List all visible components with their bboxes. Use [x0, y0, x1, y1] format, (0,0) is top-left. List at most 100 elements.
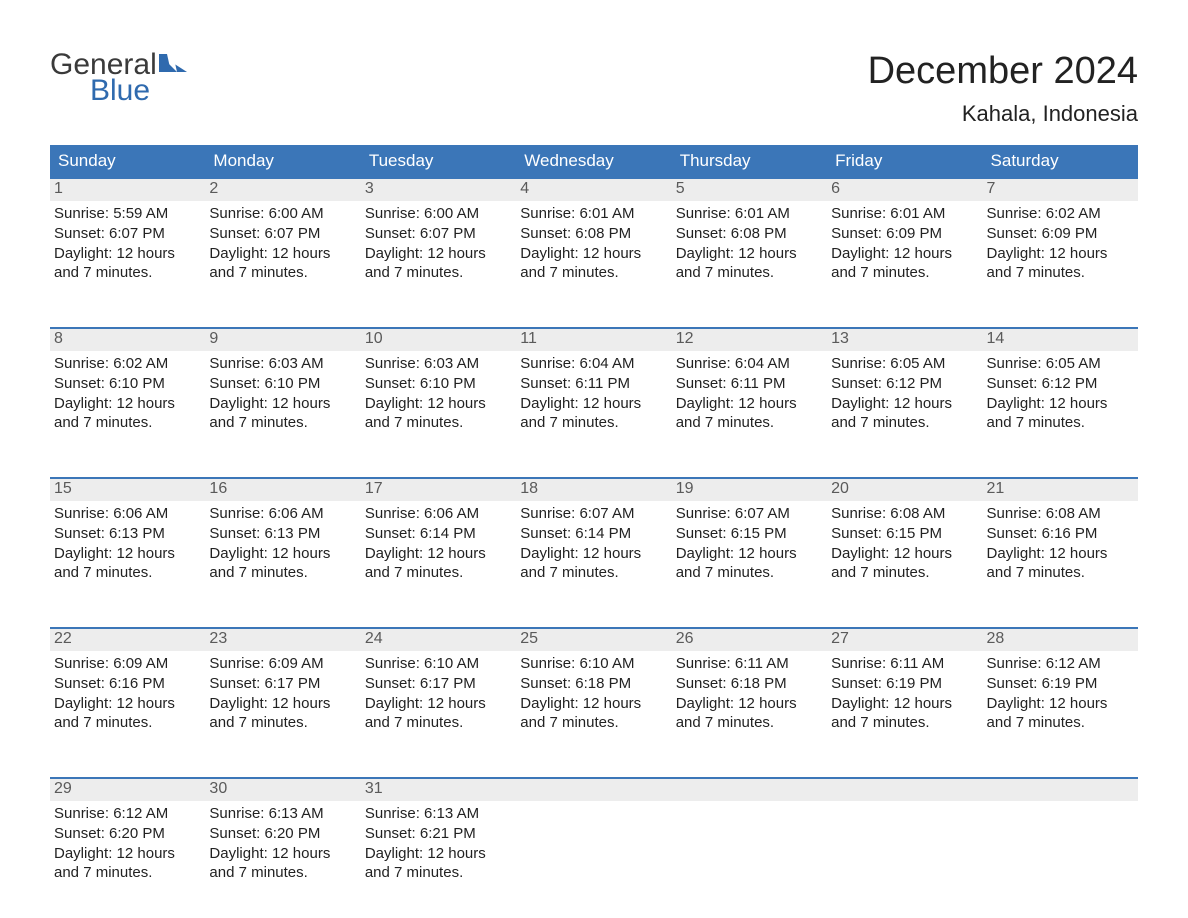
sunrise-line: Sunrise: 6:05 AM — [831, 355, 978, 374]
sunrise-line: Sunrise: 6:03 AM — [365, 355, 512, 374]
daylight-line-1: Daylight: 12 hours — [365, 245, 512, 264]
calendar-cell: 1Sunrise: 5:59 AMSunset: 6:07 PMDaylight… — [50, 179, 205, 299]
cell-body: Sunrise: 6:02 AMSunset: 6:10 PMDaylight:… — [50, 351, 205, 433]
day-number-row: 7 — [983, 179, 1138, 201]
day-number: 21 — [983, 479, 1138, 498]
calendar-cell: 12Sunrise: 6:04 AMSunset: 6:11 PMDayligh… — [672, 329, 827, 449]
daylight-line-2: and 7 minutes. — [209, 564, 356, 583]
daylight-line-1: Daylight: 12 hours — [520, 695, 667, 714]
cell-body: Sunrise: 6:00 AMSunset: 6:07 PMDaylight:… — [361, 201, 516, 283]
day-number: 11 — [516, 329, 671, 348]
daylight-line-1: Daylight: 12 hours — [54, 545, 201, 564]
daylight-line-2: and 7 minutes. — [987, 264, 1134, 283]
sunset-line: Sunset: 6:15 PM — [831, 525, 978, 544]
day-number: 6 — [827, 179, 982, 198]
daylight-line-2: and 7 minutes. — [54, 414, 201, 433]
sunset-line: Sunset: 6:08 PM — [676, 225, 823, 244]
sunrise-line: Sunrise: 6:01 AM — [520, 205, 667, 224]
week-row: 22Sunrise: 6:09 AMSunset: 6:16 PMDayligh… — [50, 627, 1138, 749]
logo: General Blue — [50, 50, 187, 106]
cell-body: Sunrise: 6:08 AMSunset: 6:16 PMDaylight:… — [983, 501, 1138, 583]
month-title: December 2024 — [868, 50, 1138, 93]
day-number: 13 — [827, 329, 982, 348]
day-header-cell: Sunday — [50, 145, 205, 177]
day-number: 26 — [672, 629, 827, 648]
daylight-line-2: and 7 minutes. — [676, 714, 823, 733]
day-number: 1 — [50, 179, 205, 198]
day-number-row: 5 — [672, 179, 827, 201]
daylight-line-1: Daylight: 12 hours — [831, 695, 978, 714]
day-number: 29 — [50, 779, 205, 798]
sunrise-line: Sunrise: 6:08 AM — [831, 505, 978, 524]
day-number-row: 29 — [50, 779, 205, 801]
calendar-cell: 7Sunrise: 6:02 AMSunset: 6:09 PMDaylight… — [983, 179, 1138, 299]
day-number-row: 17 — [361, 479, 516, 501]
sunrise-line: Sunrise: 6:02 AM — [987, 205, 1134, 224]
sunrise-line: Sunrise: 6:11 AM — [831, 655, 978, 674]
sunset-line: Sunset: 6:17 PM — [209, 675, 356, 694]
calendar-cell: 31Sunrise: 6:13 AMSunset: 6:21 PMDayligh… — [361, 779, 516, 899]
calendar-cell: 27Sunrise: 6:11 AMSunset: 6:19 PMDayligh… — [827, 629, 982, 749]
sunset-line: Sunset: 6:20 PM — [209, 825, 356, 844]
calendar-cell: 21 Sunrise: 6:08 AMSunset: 6:16 PMDayligh… — [983, 479, 1138, 599]
sunrise-line: Sunrise: 6:04 AM — [676, 355, 823, 374]
daylight-line-2: and 7 minutes. — [209, 714, 356, 733]
sunset-line: Sunset: 6:13 PM — [54, 525, 201, 544]
day-number-row: 16 — [205, 479, 360, 501]
calendar-cell: 26Sunrise: 6:11 AMSunset: 6:18 PMDayligh… — [672, 629, 827, 749]
daylight-line-2: and 7 minutes. — [209, 864, 356, 883]
sunset-line: Sunset: 6:18 PM — [520, 675, 667, 694]
daylight-line-1: Daylight: 12 hours — [209, 245, 356, 264]
daylight-line-1: Daylight: 12 hours — [520, 245, 667, 264]
day-number-row — [516, 779, 671, 801]
sunset-line: Sunset: 6:09 PM — [987, 225, 1134, 244]
sunset-line: Sunset: 6:19 PM — [831, 675, 978, 694]
sunset-line: Sunset: 6:07 PM — [54, 225, 201, 244]
cell-body: Sunrise: 6:05 AMSunset: 6:12 PMDaylight:… — [983, 351, 1138, 433]
sunrise-line: Sunrise: 6:01 AM — [676, 205, 823, 224]
daylight-line-1: Daylight: 12 hours — [987, 695, 1134, 714]
daylight-line-2: and 7 minutes. — [676, 414, 823, 433]
sunrise-line: Sunrise: 6:00 AM — [365, 205, 512, 224]
calendar-cell: 24Sunrise: 6:10 AMSunset: 6:17 PMDayligh… — [361, 629, 516, 749]
cell-body: Sunrise: 6:03 AMSunset: 6:10 PMDaylight:… — [361, 351, 516, 433]
day-number-row: 24 — [361, 629, 516, 651]
day-number: 7 — [983, 179, 1138, 198]
calendar-cell: 25Sunrise: 6:10 AMSunset: 6:18 PMDayligh… — [516, 629, 671, 749]
sunrise-line: Sunrise: 6:03 AM — [209, 355, 356, 374]
cell-body: Sunrise: 6:07 AMSunset: 6:15 PMDaylight:… — [672, 501, 827, 583]
sunrise-line: Sunrise: 6:00 AM — [209, 205, 356, 224]
calendar-cell: 9 Sunrise: 6:03 AMSunset: 6:10 PMDaylight… — [205, 329, 360, 449]
calendar-cell: 20Sunrise: 6:08 AMSunset: 6:15 PMDayligh… — [827, 479, 982, 599]
sunset-line: Sunset: 6:11 PM — [520, 375, 667, 394]
calendar-cell: 28Sunrise: 6:12 AMSunset: 6:19 PMDayligh… — [983, 629, 1138, 749]
day-number: 18 — [516, 479, 671, 498]
day-number-row — [983, 779, 1138, 801]
daylight-line-1: Daylight: 12 hours — [54, 395, 201, 414]
day-header-cell: Monday — [205, 145, 360, 177]
day-number: 22 — [50, 629, 205, 648]
calendar-cell: 6Sunrise: 6:01 AMSunset: 6:09 PMDaylight… — [827, 179, 982, 299]
daylight-line-1: Daylight: 12 hours — [365, 695, 512, 714]
cell-body: Sunrise: 6:01 AMSunset: 6:08 PMDaylight:… — [672, 201, 827, 283]
sunrise-line: Sunrise: 6:10 AM — [520, 655, 667, 674]
cell-body: Sunrise: 6:06 AMSunset: 6:14 PMDaylight:… — [361, 501, 516, 583]
day-header-cell: Thursday — [672, 145, 827, 177]
daylight-line-1: Daylight: 12 hours — [209, 395, 356, 414]
sunrise-line: Sunrise: 6:07 AM — [520, 505, 667, 524]
sunset-line: Sunset: 6:10 PM — [209, 375, 356, 394]
daylight-line-2: and 7 minutes. — [365, 414, 512, 433]
day-number: 14 — [983, 329, 1138, 348]
daylight-line-1: Daylight: 12 hours — [987, 545, 1134, 564]
sunrise-line: Sunrise: 6:07 AM — [676, 505, 823, 524]
daylight-line-1: Daylight: 12 hours — [831, 245, 978, 264]
sunset-line: Sunset: 6:15 PM — [676, 525, 823, 544]
sunrise-line: Sunrise: 6:04 AM — [520, 355, 667, 374]
daylight-line-1: Daylight: 12 hours — [365, 545, 512, 564]
title-block: December 2024 Kahala, Indonesia — [868, 50, 1138, 127]
daylight-line-1: Daylight: 12 hours — [209, 845, 356, 864]
sunrise-line: Sunrise: 6:09 AM — [54, 655, 201, 674]
day-number: 9 — [205, 329, 360, 348]
sunset-line: Sunset: 6:09 PM — [831, 225, 978, 244]
cell-body: Sunrise: 6:10 AMSunset: 6:17 PMDaylight:… — [361, 651, 516, 733]
